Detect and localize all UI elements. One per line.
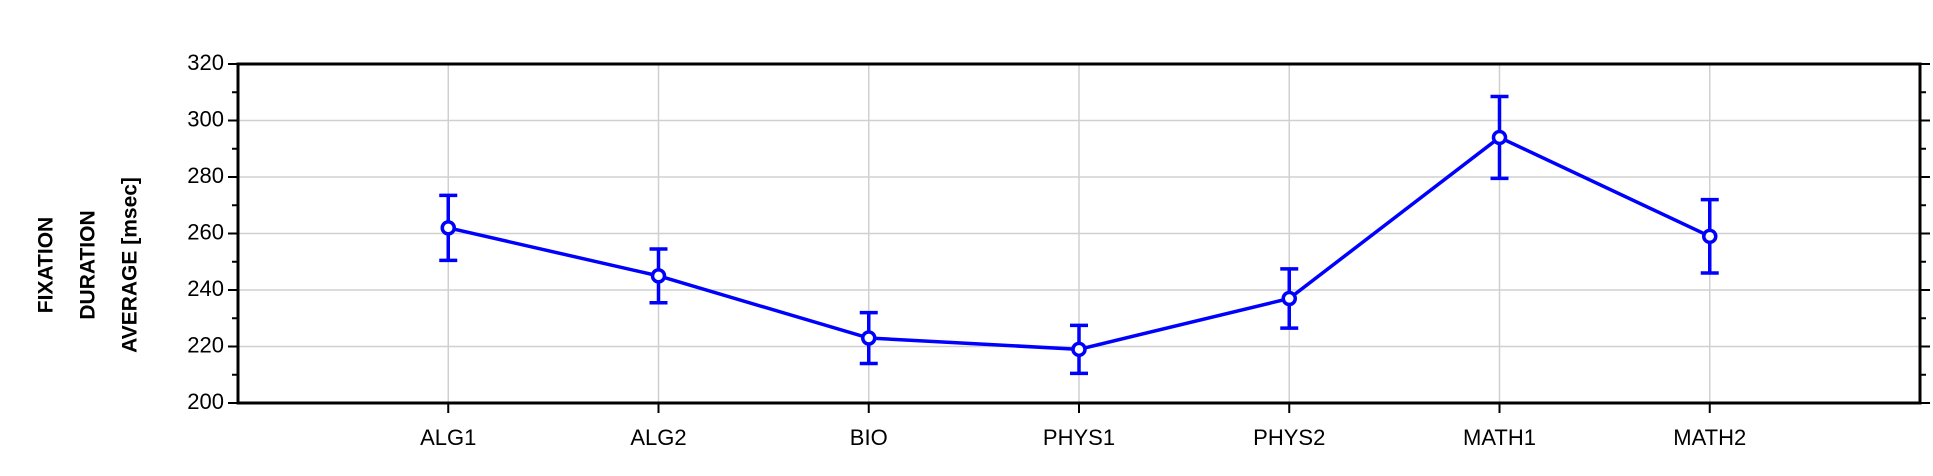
plot-frame	[236, 62, 1922, 405]
point	[650, 268, 667, 284]
y-tick-label: 260	[187, 219, 224, 244]
x-tick-label: PHYS1	[1043, 425, 1115, 450]
point	[1281, 290, 1297, 307]
y-axis-title-line: FIXATION	[35, 217, 58, 313]
point	[440, 220, 456, 236]
point	[861, 330, 877, 346]
y-tick-label: 300	[187, 106, 224, 131]
y-tick-label: 200	[187, 389, 224, 414]
y-tick-label: 240	[187, 276, 224, 301]
x-tick-label: ALG1	[420, 425, 476, 450]
y-axis-title-line: DURATION	[77, 210, 100, 319]
x-tick-label: ALG2	[630, 425, 686, 450]
y-tick-label: 220	[187, 332, 224, 357]
y-tick-label: 280	[187, 163, 224, 188]
y-axis-title-line: AVERAGE [msec]	[119, 177, 142, 353]
point	[1702, 228, 1718, 245]
x-tick-label: PHYS2	[1253, 425, 1325, 450]
y-axis-title: FIXATION DURATION AVERAGE [msec]	[35, 177, 142, 353]
x-tick-label: MATH1	[1463, 425, 1536, 450]
point	[1491, 129, 1508, 146]
x-tick-label: BIO	[850, 425, 888, 450]
y-tick-label: 320	[187, 50, 224, 75]
point	[1071, 341, 1087, 358]
x-tick-label: MATH2	[1673, 425, 1746, 450]
